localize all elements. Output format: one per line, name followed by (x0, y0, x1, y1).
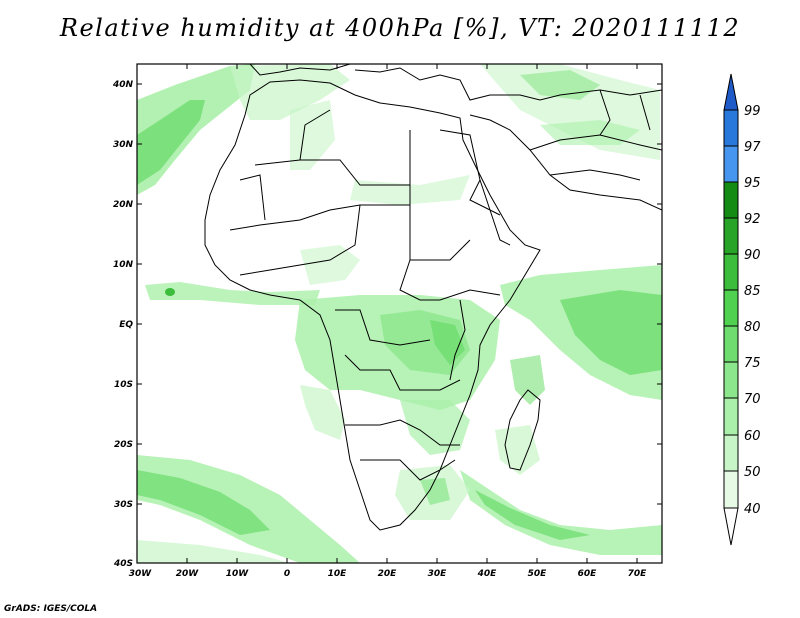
lat-label: 20N (113, 200, 134, 210)
axis-ticks (137, 64, 662, 563)
lon-label: 10W (226, 569, 250, 579)
lat-label: 40S (113, 559, 133, 569)
colorbar-label: 70 (744, 392, 761, 407)
colorbar-label: 40 (744, 502, 761, 517)
grads-credit: GrADS: IGES/COLA (4, 604, 98, 614)
colorbar-label: 80 (744, 320, 761, 335)
lon-label: 30E (428, 569, 448, 579)
colorbar-labels: 99 97 95 92 90 85 80 75 70 60 50 40 (744, 104, 761, 517)
lon-label: 70E (628, 569, 648, 579)
lon-labels: 30W 20W 10W 0 10E 20E 30E 40E 50E 60E 70… (129, 569, 647, 579)
lat-label: 10N (113, 260, 134, 270)
colorbar-top-triangle (723, 73, 739, 111)
colorbar-bottom-triangle (723, 507, 739, 546)
colorbar-label: 50 (744, 465, 761, 480)
lon-label: 10E (328, 569, 348, 579)
lon-label: 20W (176, 569, 200, 579)
madagascar (504, 389, 541, 471)
europe-coast (249, 64, 662, 101)
lat-label: 20S (114, 440, 133, 450)
lat-label: 30N (113, 140, 134, 150)
colorbar-label: 97 (744, 140, 761, 155)
lon-label: 20E (378, 569, 398, 579)
lon-label: 30W (129, 569, 153, 579)
colorbar-label: 90 (744, 248, 761, 263)
lon-label: 60E (578, 569, 598, 579)
colorbar-label: 95 (744, 176, 761, 191)
lat-labels: 40N 30N 20N 10N EQ 10S 20S 30S 40S (112, 80, 134, 569)
colorbar-label: 75 (744, 356, 761, 371)
map-title: Relative humidity at 400hPa [%], VT: 202… (59, 14, 741, 42)
lat-label: 40N (112, 80, 134, 90)
colorbar-label: 60 (744, 429, 761, 444)
lon-label: 50E (528, 569, 548, 579)
lon-label: 40E (477, 569, 498, 579)
plot-frame (136, 63, 663, 564)
lat-label: 30S (114, 500, 133, 510)
colorbar (723, 73, 739, 546)
africa-coastline (204, 79, 541, 531)
colorbar-label: 92 (744, 212, 761, 227)
colorbar-label: 99 (744, 104, 761, 119)
lat-label: EQ (119, 320, 133, 330)
lat-label: 10S (114, 380, 133, 390)
coastlines-borders (204, 64, 662, 531)
humidity-field (137, 64, 662, 563)
lon-label: 0 (284, 569, 290, 579)
colorbar-label: 85 (744, 284, 761, 299)
humidity-plume-atlantic-north (137, 64, 255, 195)
